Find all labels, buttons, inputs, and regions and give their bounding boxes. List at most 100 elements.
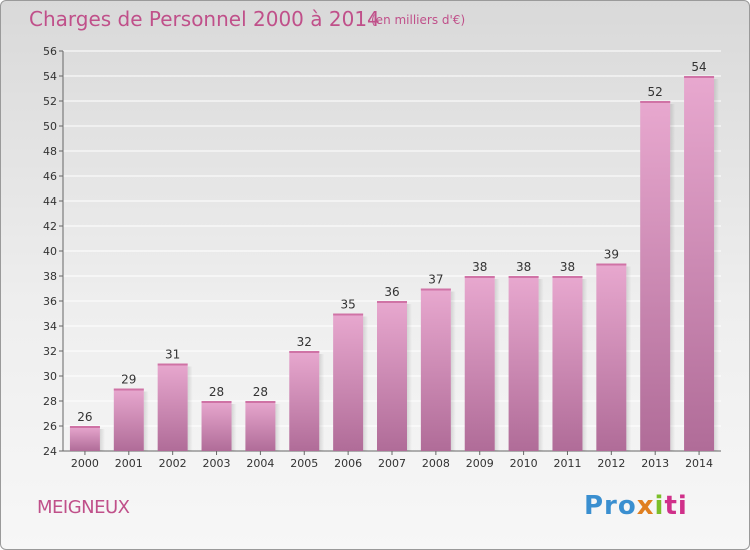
y-tick-label: 26 [43,420,57,433]
y-tick-label: 54 [43,70,57,83]
bar [113,388,144,451]
bar-shadow [626,266,632,451]
bar-shadow [319,354,325,451]
bar-shadow [538,279,544,451]
bar-top-edge [684,76,715,78]
chart-subtitle: (en milliers d'€) [371,13,466,27]
bar [245,401,276,451]
data-label: 38 [516,260,531,274]
data-label: 32 [297,335,312,349]
data-label: 31 [165,348,180,362]
bar-top-edge [420,288,451,291]
bar-shadow [99,429,105,451]
bar [377,301,407,451]
data-label: 29 [121,373,136,387]
logo-part-4: ti [664,491,688,521]
data-label: 52 [648,85,663,99]
data-label: 38 [472,260,487,274]
bar-top-edge [289,351,320,353]
bar [596,263,627,451]
bar-shadow [407,304,412,451]
y-tick-label: 36 [43,295,57,308]
x-tick-label: 2000 [71,457,99,470]
data-label: 28 [253,385,268,399]
y-tick-label: 46 [43,170,57,183]
bar-top-edge [552,276,583,278]
data-label: 36 [384,285,399,299]
bar-shadow [450,291,456,451]
bar-top-edge [333,313,364,316]
commune-name: MEIGNEUX [37,497,130,518]
x-tick-label: 2002 [159,457,187,470]
data-label: 39 [604,248,619,262]
bar-top-edge [640,101,671,103]
y-tick-label: 56 [43,45,57,58]
bar-top-edge [201,401,232,403]
x-tick-label: 2006 [334,457,362,470]
bar [289,351,320,451]
bar [464,276,495,451]
data-label: 26 [77,410,92,424]
bar-shadow [582,279,588,451]
bar [640,101,671,451]
bar-top-edge [596,263,627,266]
y-tick-label: 50 [43,120,57,133]
bar-top-edge [377,301,407,303]
y-tick-label: 28 [43,395,57,408]
bar [201,401,232,451]
bar-top-edge [464,276,495,278]
data-label: 37 [428,273,443,287]
bar-top-edge [69,426,100,428]
x-tick-label: 2001 [115,457,143,470]
bar [508,276,539,451]
logo-part-3: i [654,491,665,521]
x-tick-label: 2011 [553,457,581,470]
y-tick-label: 44 [43,195,57,208]
y-tick-label: 38 [43,270,57,283]
data-label: 28 [209,385,224,399]
bar-top-edge [113,388,144,391]
bar-shadow [275,404,281,451]
chart-title: Charges de Personnel 2000 à 2014 [29,7,380,31]
bar [157,363,188,451]
bar-top-edge [508,276,539,278]
bar [69,426,100,451]
y-tick-label: 32 [43,345,57,358]
bar-shadow [670,104,676,451]
bar-shadow [363,316,369,451]
bar [420,288,451,451]
bar [333,313,364,451]
bar-shadow [143,391,149,451]
y-tick-label: 52 [43,95,57,108]
y-tick-label: 48 [43,145,57,158]
x-tick-label: 2003 [203,457,231,470]
x-tick-label: 2004 [246,457,274,470]
y-tick-label: 34 [43,320,57,333]
y-tick-label: 42 [43,220,57,233]
data-label: 35 [340,298,355,312]
y-tick-label: 40 [43,245,57,258]
x-tick-label: 2010 [510,457,538,470]
logo-part-1: Pro [584,491,637,521]
x-tick-label: 2012 [597,457,625,470]
y-tick-label: 30 [43,370,57,383]
bar [552,276,583,451]
x-tick-label: 2009 [466,457,494,470]
bar-shadow [714,79,720,451]
x-tick-label: 2007 [378,457,406,470]
data-label: 38 [560,260,575,274]
x-tick-label: 2014 [685,457,713,470]
data-label: 54 [691,60,706,74]
bar-shadow [231,404,237,451]
y-tick-label: 24 [43,445,57,458]
x-tick-label: 2008 [422,457,450,470]
proxiti-logo: Proxiti [584,491,688,521]
x-tick-label: 2005 [290,457,318,470]
logo-part-2: x [636,491,655,521]
bar-shadow [187,366,193,451]
bar-top-edge [157,363,188,366]
x-tick-label: 2013 [641,457,669,470]
bar-shadow [494,279,500,451]
